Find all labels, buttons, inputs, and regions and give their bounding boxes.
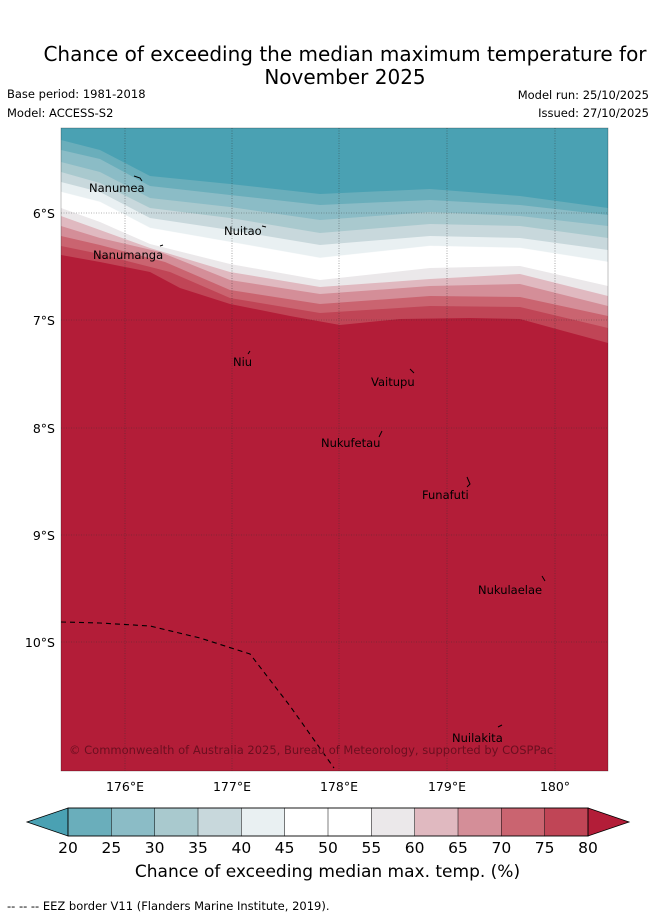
colorbar-segment [371, 807, 416, 837]
colorbar-tick-label: 80 [578, 839, 598, 857]
contour-lines [61, 191, 608, 275]
longitude-axis: 176°E 177°E 178°E 179°E 180° [106, 779, 570, 794]
colorbar-tick-label: 35 [188, 839, 208, 857]
map-frame [60, 127, 609, 772]
lat-tick-label: 9°S [33, 528, 55, 543]
place-label-nukufetau: Nukufetau [321, 436, 380, 450]
eez-border-line [61, 621, 335, 769]
colorbar-tick-label: 55 [361, 839, 381, 857]
colorbar-segment [154, 807, 199, 837]
model-label: Model: ACCESS-S2 [7, 106, 114, 120]
place-label-funafuti: Funafuti [422, 488, 469, 502]
colorbar-segment [67, 807, 113, 837]
colorbar-tick-label: 65 [448, 839, 468, 857]
lon-tick-label: 179°E [428, 779, 466, 794]
lon-tick-label: 176°E [106, 779, 144, 794]
colorbar-segment [111, 807, 156, 837]
base-period-label: Base period: 1981-2018 [7, 87, 146, 101]
place-label-nanumea: Nanumea [89, 181, 145, 195]
lat-tick-label: 10°S [25, 635, 55, 650]
band-above-80 [61, 255, 608, 771]
eez-legend-note: -- -- -- EEZ border V11 (Flanders Marine… [7, 899, 330, 913]
place-labels: Nanumea Nuitao Nanumanga Niu Vaitupu Nuk… [89, 181, 542, 745]
colorbar-segment [414, 807, 459, 837]
place-label-nukulaelae: Nukulaelae [478, 583, 542, 597]
colorbar-segment [241, 807, 286, 837]
colorbar: 20 25 30 35 40 45 50 55 60 65 70 75 80 [25, 807, 631, 857]
probability-bands: Nanumea Nuitao Nanumanga Niu Vaitupu Nuk… [61, 128, 608, 771]
lon-tick-label: 180° [540, 779, 570, 794]
colorbar-segment [327, 807, 373, 837]
colorbar-label: Chance of exceeding median max. temp. (%… [134, 862, 521, 882]
island-marks [133, 175, 546, 728]
place-label-nuitao: Nuitao [224, 224, 262, 238]
lon-tick-label: 177°E [213, 779, 251, 794]
colorbar-over-arrow [587, 807, 631, 837]
place-label-vaitupu: Vaitupu [371, 375, 415, 389]
colorbar-tick-labels: 20 25 30 35 40 45 50 55 60 65 70 75 80 [58, 839, 598, 857]
lat-tick-label: 7°S [33, 313, 55, 328]
colorbar-tick-label: 30 [145, 839, 165, 857]
colorbar-under-arrow [25, 807, 69, 837]
colorbar-segment [544, 807, 589, 837]
colorbar-segment [457, 807, 503, 837]
colorbar-tick-label: 50 [318, 839, 338, 857]
colorbar-segment [197, 807, 243, 837]
place-label-nuilakita: Nuilakita [452, 731, 503, 745]
chart-title-line-1: Chance of exceeding the median maximum t… [43, 42, 647, 66]
colorbar-tick-label: 70 [491, 839, 511, 857]
colorbar-segment [284, 807, 329, 837]
colorbar-tick-label: 25 [101, 839, 121, 857]
colorbar-tick-label: 20 [58, 839, 78, 857]
colorbar-tick-label: 75 [535, 839, 555, 857]
gridlines [61, 128, 608, 771]
lat-tick-label: 6°S [33, 206, 55, 221]
place-label-niu: Niu [233, 355, 252, 369]
latitude-axis: 6°S 7°S 8°S 9°S 10°S [25, 206, 55, 650]
copyright-text: © Commonwealth of Australia 2025, Bureau… [69, 743, 553, 757]
issued-label: Issued: 27/10/2025 [538, 106, 649, 120]
place-label-nanumanga: Nanumanga [93, 248, 163, 262]
colorbar-tick-label: 60 [405, 839, 425, 857]
colorbar-segments [67, 807, 589, 837]
colorbar-segment [501, 807, 546, 837]
colorbar-frame [67, 807, 589, 837]
colorbar-tick-label: 45 [275, 839, 295, 857]
colorbar-tick-label: 40 [231, 839, 251, 857]
lat-tick-label: 8°S [33, 421, 55, 436]
chart-title-line-2: November 2025 [264, 65, 426, 89]
lon-tick-label: 178°E [320, 779, 358, 794]
model-run-label: Model run: 25/10/2025 [517, 88, 649, 102]
